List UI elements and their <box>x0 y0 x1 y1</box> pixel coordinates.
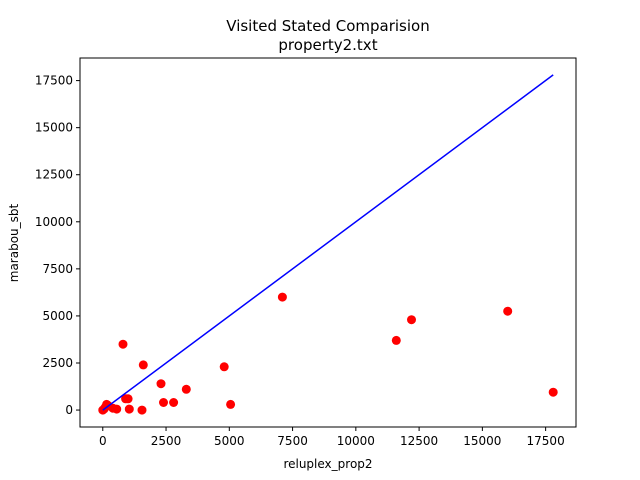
chart-title: Visited Stated Comparision <box>226 17 429 35</box>
scatter-point <box>226 399 236 409</box>
x-tick-label: 2500 <box>151 434 182 448</box>
scatter-point <box>159 398 168 407</box>
scatter-point <box>277 292 287 302</box>
scatter-point <box>138 360 148 370</box>
x-axis-ticks: 0 2500 5000 7500 10000 12500 15000 17500 <box>99 427 565 448</box>
x-tick-label: 10000 <box>337 434 375 448</box>
y-tick-label: 7500 <box>42 262 73 276</box>
x-tick-label: 15000 <box>463 434 501 448</box>
y-tick-label: 5000 <box>42 309 73 323</box>
reference-line <box>102 74 554 411</box>
scatter-point <box>548 387 558 397</box>
x-axis-label: reluplex_prop2 <box>283 457 372 471</box>
scatter-point <box>156 379 166 389</box>
y-tick-label: 12500 <box>35 168 73 182</box>
y-axis-ticks: 0 2500 5000 7500 10000 12500 15000 17500 <box>35 74 80 417</box>
chart-subtitle: property2.txt <box>278 36 377 54</box>
scatter-point <box>181 384 191 394</box>
plot-area <box>98 74 558 415</box>
scatter-point <box>407 315 416 325</box>
axes-frame <box>79 57 577 428</box>
scatter-point <box>137 405 147 415</box>
y-tick-label: 0 <box>65 403 73 417</box>
scatter-point <box>503 306 513 316</box>
x-tick-label: 5000 <box>214 434 245 448</box>
scatter-point <box>124 404 134 414</box>
scatter-point <box>219 362 229 372</box>
x-tick-label: 12500 <box>400 434 438 448</box>
scatter-point <box>123 394 133 404</box>
y-axis-label: marabou_sbt <box>7 203 21 282</box>
y-tick-label: 15000 <box>35 121 73 135</box>
y-tick-label: 10000 <box>35 215 73 229</box>
scatter-point <box>112 404 122 414</box>
scatter-point <box>118 339 128 349</box>
scatter-point <box>391 335 401 345</box>
x-tick-label: 0 <box>99 434 107 448</box>
x-tick-label: 7500 <box>277 434 308 448</box>
y-tick-label: 17500 <box>35 74 73 88</box>
scatter-point <box>169 398 179 407</box>
x-tick-label: 17500 <box>527 434 565 448</box>
y-tick-label: 2500 <box>42 356 73 370</box>
